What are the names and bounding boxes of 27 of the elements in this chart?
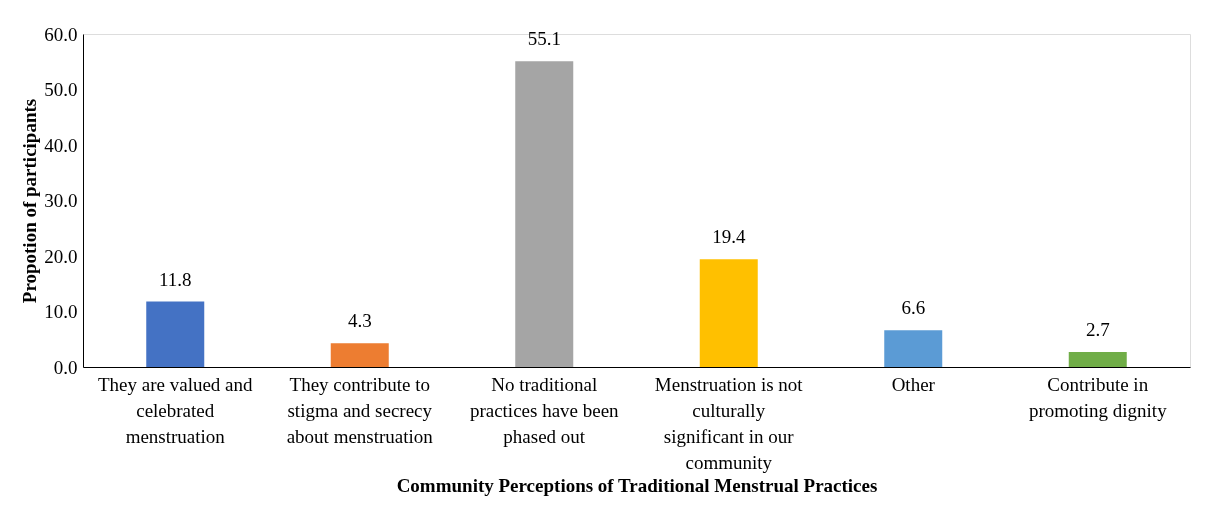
y-tick-label: 10.0 — [44, 301, 78, 322]
y-tick-label: 50.0 — [44, 79, 78, 100]
x-tick-label: No traditional practices have been phased out — [469, 373, 620, 447]
y-tick-label: 60.0 — [44, 23, 78, 45]
bar — [146, 301, 205, 367]
y-axis-title: Propotion of participants — [19, 98, 41, 304]
data-label: 4.3 — [347, 310, 372, 332]
x-tick-label: Menstruation is not culturally significant in our community — [654, 373, 804, 473]
data-label: 55.1 — [527, 28, 561, 50]
data-label: 2.7 — [1085, 319, 1110, 341]
bar — [1068, 352, 1127, 367]
bar — [330, 343, 389, 367]
data-label: 11.8 — [158, 268, 192, 290]
data-label: 19.4 — [712, 226, 746, 248]
x-tick-label: Contribute in promoting dignity — [1028, 373, 1168, 421]
y-tick-label: 0.0 — [53, 356, 78, 378]
x-axis-title: Community Perceptions of Traditional Menstrual Practices — [396, 474, 878, 496]
x-tick-label: Other — [891, 373, 936, 395]
x-tick-label: They contribute to stigma and secrecy about menstruation — [286, 373, 434, 447]
bar — [884, 330, 943, 367]
bar — [699, 259, 758, 367]
y-tick-label: 40.0 — [44, 134, 78, 156]
data-label: 6.6 — [901, 297, 926, 319]
bar — [515, 61, 574, 367]
x-tick-label: They are valued and celebrated menstruation — [97, 373, 254, 447]
y-tick-label: 20.0 — [44, 245, 78, 267]
y-tick-label: 30.0 — [44, 190, 78, 211]
